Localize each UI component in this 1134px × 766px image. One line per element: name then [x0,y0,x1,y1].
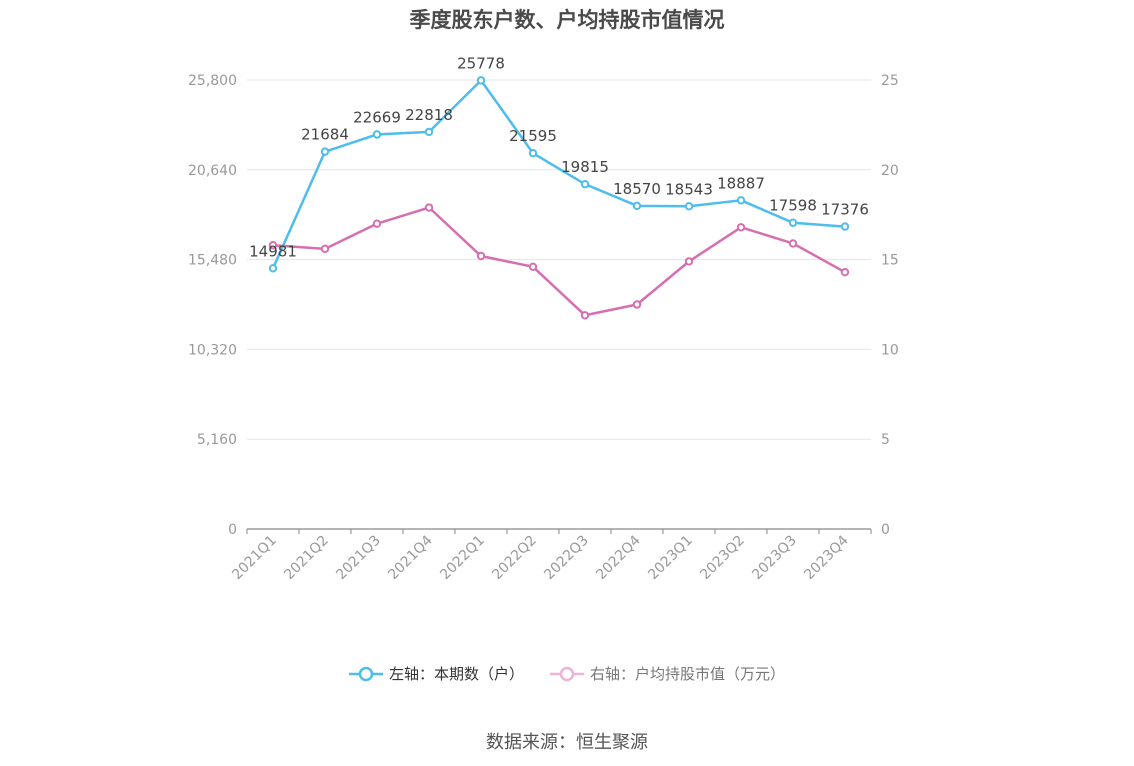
x-tick-label: 2022Q1 [437,533,488,584]
series-point-1 [684,257,694,266]
series-point-1 [528,262,538,271]
data-source: 数据来源：恒生聚源 [486,732,648,753]
legend: 左轴：本期数（户） 右轴：户均持股市值（万元） [0,663,1134,684]
series-point-0 [632,201,642,211]
legend-item-series1[interactable]: 右轴：户均持股市值（万元） [550,663,785,684]
series-point-1 [372,219,382,228]
legend-marker-series0 [348,666,383,681]
series-point-0 [580,179,590,189]
series-point-0 [736,196,746,205]
y-right-tick-label: 5 [881,432,890,448]
series-point-0 [268,264,278,273]
series-line-1 [272,206,846,317]
data-label: 25778 [457,54,505,72]
series-point-1 [424,203,434,212]
y-left-tick-label: 15,480 [188,253,237,269]
x-tick-label: 2021Q3 [333,533,384,584]
x-tick-label: 2023Q4 [801,532,852,583]
data-label: 19815 [561,158,609,176]
series-point-0 [372,130,382,139]
y-left-tick-label: 0 [228,522,237,538]
y-right-tick-label: 25 [881,73,899,89]
data-label: 18887 [717,174,765,192]
data-label: 17598 [769,197,817,215]
data-label: 18543 [665,180,713,198]
series-point-1 [632,300,642,309]
x-tick-label: 2023Q3 [749,533,800,584]
series-point-1 [736,223,746,232]
series-point-0 [788,218,798,227]
series-point-0 [684,202,694,211]
series-point-0 [528,148,538,158]
legend-marker-series1 [550,666,584,681]
series-point-1 [580,311,590,320]
data-label: 17376 [821,201,869,219]
y-left-tick-label: 20,640 [188,163,237,179]
data-label: 21684 [301,126,349,144]
series-point-1 [268,241,278,250]
chart-title: 季度股东户数、户均持股市值情况 [409,8,725,32]
legend-label-series0: 左轴：本期数（户） [388,665,524,683]
y-right-tick-label: 20 [881,163,899,179]
data-label: 14981 [249,242,297,260]
series-point-1 [840,267,850,277]
series-point-0 [476,76,486,85]
data-label: 18570 [613,180,661,198]
y-left-tick-label: 5,160 [197,432,237,448]
series-point-1 [788,239,798,248]
x-tick-label: 2021Q1 [229,533,280,584]
y-left-tick-label: 10,320 [188,342,237,358]
x-tick-label: 2022Q3 [541,533,592,584]
y-right-tick-label: 0 [881,522,890,538]
y-right-tick-label: 15 [881,253,899,269]
data-label: 22669 [353,108,401,126]
x-tick-label: 2022Q4 [593,532,644,583]
series-point-0 [840,222,850,231]
series-point-1 [476,251,486,261]
y-right-tick-label: 10 [881,342,899,358]
legend-item-series0[interactable]: 左轴：本期数（户） [348,663,524,684]
legend-label-series1: 右轴：户均持股市值（万元） [590,665,786,683]
series-point-1 [320,244,330,254]
x-tick-label: 2021Q4 [385,532,436,583]
x-tick-label: 2022Q2 [489,533,540,584]
series-point-0 [424,127,434,137]
x-tick-label: 2023Q1 [645,533,696,584]
x-tick-label: 2023Q2 [697,533,748,584]
data-label: 22818 [405,106,453,124]
data-label: 21595 [509,127,557,145]
series-line-0 [271,79,846,269]
series-point-0 [320,147,330,156]
y-left-tick-label: 25,800 [188,73,237,89]
x-tick-label: 2021Q2 [281,533,332,584]
